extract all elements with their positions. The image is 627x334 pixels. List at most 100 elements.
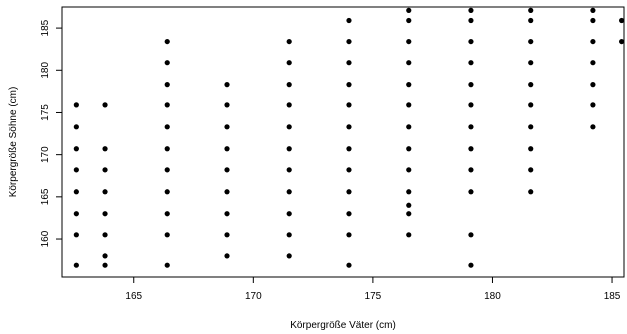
data-point	[102, 189, 108, 195]
data-point	[528, 17, 534, 24]
data-point	[73, 232, 79, 238]
y-axis: 160 165 170 175 180 185	[40, 19, 62, 247]
data-point	[468, 102, 474, 108]
data-point	[286, 124, 292, 130]
data-point	[73, 262, 79, 268]
x-axis: 165 170 175 180 185	[125, 277, 621, 302]
data-point	[346, 232, 352, 238]
data-point	[73, 167, 79, 173]
data-point	[406, 38, 412, 45]
data-point	[528, 124, 534, 130]
data-point	[590, 124, 596, 130]
data-point	[346, 60, 352, 66]
data-point	[286, 60, 292, 66]
x-tick-label: 185	[604, 291, 621, 302]
data-point	[528, 82, 534, 88]
data-point	[224, 189, 230, 195]
data-point	[406, 202, 412, 208]
data-point	[164, 82, 170, 88]
y-tick-label: 160	[40, 230, 51, 247]
y-axis-label: Körpergröße Söhne (cm)	[8, 87, 19, 198]
data-point	[619, 17, 625, 24]
y-tick-label: 165	[40, 188, 51, 205]
data-point	[590, 82, 596, 88]
data-point	[224, 211, 230, 217]
data-point	[102, 232, 108, 238]
x-axis-label: Körpergröße Väter (cm)	[290, 320, 396, 331]
data-point	[164, 232, 170, 238]
data-point	[346, 167, 352, 173]
data-point	[619, 38, 625, 45]
data-point	[224, 102, 230, 108]
data-point	[406, 189, 412, 195]
data-point	[406, 124, 412, 130]
data-point	[102, 167, 108, 173]
data-point	[528, 189, 534, 195]
data-point	[468, 7, 474, 13]
data-point	[346, 189, 352, 195]
data-point	[102, 253, 108, 259]
data-point	[468, 38, 474, 45]
data-point	[224, 167, 230, 173]
data-point	[224, 253, 230, 259]
data-point	[528, 146, 534, 152]
data-point	[286, 253, 292, 259]
x-tick-label: 170	[245, 291, 262, 302]
data-point	[164, 38, 170, 45]
data-point	[346, 262, 352, 268]
data-point	[164, 124, 170, 130]
data-point	[286, 38, 292, 45]
data-point	[224, 124, 230, 130]
data-point	[468, 232, 474, 238]
data-point	[346, 102, 352, 108]
data-point	[286, 102, 292, 108]
data-point	[346, 124, 352, 130]
data-point	[164, 146, 170, 152]
x-tick-label: 165	[125, 291, 142, 302]
data-point	[346, 146, 352, 152]
data-point	[590, 17, 596, 24]
data-point	[102, 146, 108, 152]
data-point	[406, 60, 412, 66]
data-point	[164, 189, 170, 195]
data-point	[224, 82, 230, 88]
data-point	[406, 211, 412, 217]
data-point	[468, 189, 474, 195]
data-point	[164, 262, 170, 268]
data-point	[164, 211, 170, 217]
data-point	[528, 167, 534, 173]
data-point	[346, 17, 352, 24]
data-point	[73, 146, 79, 152]
data-point	[406, 82, 412, 88]
data-point	[406, 167, 412, 173]
data-point	[286, 167, 292, 173]
y-tick-label: 170	[40, 146, 51, 163]
data-point	[73, 124, 79, 130]
data-point	[224, 146, 230, 152]
data-point	[468, 17, 474, 24]
data-point	[73, 211, 79, 217]
data-point	[468, 167, 474, 173]
data-point	[406, 232, 412, 238]
data-points	[73, 7, 625, 268]
data-point	[102, 262, 108, 268]
data-point	[164, 102, 170, 108]
data-point	[528, 7, 534, 13]
data-point	[468, 124, 474, 130]
data-point	[406, 7, 412, 13]
data-point	[528, 60, 534, 66]
data-point	[528, 38, 534, 45]
data-point	[346, 38, 352, 45]
data-point	[73, 189, 79, 195]
data-point	[590, 60, 596, 66]
data-point	[164, 167, 170, 173]
data-point	[406, 146, 412, 152]
y-tick-label: 175	[40, 104, 51, 121]
data-point	[164, 60, 170, 66]
data-point	[468, 262, 474, 268]
data-point	[224, 232, 230, 238]
data-point	[590, 38, 596, 45]
data-point	[102, 211, 108, 217]
data-point	[468, 60, 474, 66]
